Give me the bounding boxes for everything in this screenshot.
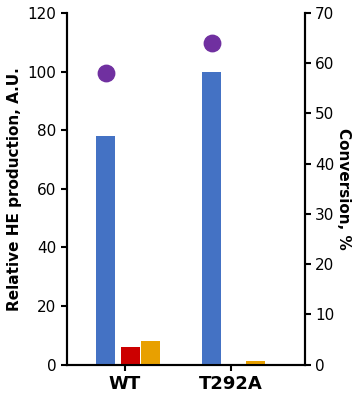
Point — [209, 40, 214, 46]
Bar — [96, 136, 115, 365]
Bar — [202, 72, 221, 365]
Bar — [141, 341, 160, 365]
Point — [103, 70, 109, 76]
Y-axis label: Relative HE production, A.U.: Relative HE production, A.U. — [7, 67, 22, 311]
Bar — [121, 347, 140, 365]
Y-axis label: Conversion, %: Conversion, % — [336, 128, 351, 250]
Bar — [246, 361, 266, 365]
